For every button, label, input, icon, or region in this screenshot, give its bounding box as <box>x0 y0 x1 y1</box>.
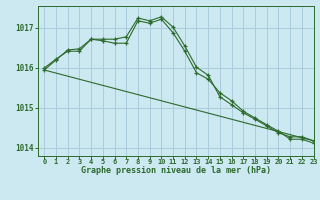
X-axis label: Graphe pression niveau de la mer (hPa): Graphe pression niveau de la mer (hPa) <box>81 166 271 175</box>
